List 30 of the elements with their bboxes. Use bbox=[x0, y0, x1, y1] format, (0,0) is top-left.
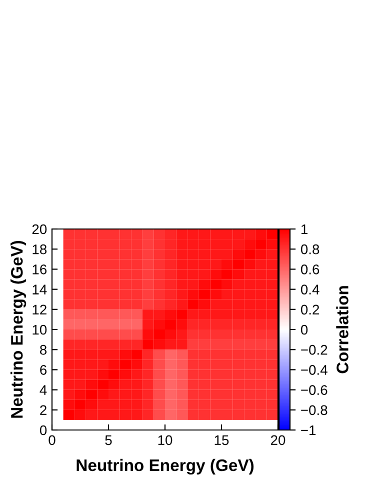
x-axis-title: Neutrino Energy (GeV) bbox=[76, 458, 254, 475]
y-tick-label: 10 bbox=[32, 324, 47, 335]
y-tick-label: 18 bbox=[32, 244, 47, 254]
color-bar-title: Correlation bbox=[336, 286, 348, 374]
y-tick-label: 12 bbox=[32, 304, 46, 314]
y-tick-label: 20 bbox=[32, 224, 47, 234]
y-tick-label: 6 bbox=[40, 365, 47, 375]
color-bar-label: −0.2 bbox=[301, 344, 328, 355]
y-tick-label: 16 bbox=[32, 264, 47, 274]
x-tick-label: 10 bbox=[158, 435, 172, 446]
x-tick-label: 5 bbox=[105, 435, 112, 446]
color-bar-label: 0.4 bbox=[300, 284, 320, 294]
color-bar-label: 1 bbox=[301, 224, 308, 234]
color-bar-label: −1 bbox=[301, 425, 316, 436]
color-bar-label: −0.4 bbox=[301, 365, 328, 375]
x-tick-label: 0 bbox=[48, 435, 56, 446]
color-bar-label: 0.6 bbox=[300, 264, 320, 274]
x-tick-label: 20 bbox=[270, 435, 286, 446]
color-bar-label: 0 bbox=[300, 324, 308, 335]
color-bar-label: −0.6 bbox=[301, 385, 328, 395]
y-tick-label: 14 bbox=[32, 284, 47, 294]
color-bar-label: 0.8 bbox=[300, 244, 320, 254]
y-tick-label: 2 bbox=[40, 405, 46, 415]
x-tick-label: 15 bbox=[214, 435, 229, 446]
y-axis-title: Neutrino Energy (GeV) bbox=[10, 240, 26, 418]
y-tick-label: 0 bbox=[40, 425, 47, 436]
y-tick-label: 4 bbox=[40, 385, 47, 395]
y-tick-label: 8 bbox=[40, 344, 47, 355]
color-bar-label: −0.8 bbox=[301, 405, 328, 416]
color-bar-label: 0.2 bbox=[300, 304, 320, 315]
